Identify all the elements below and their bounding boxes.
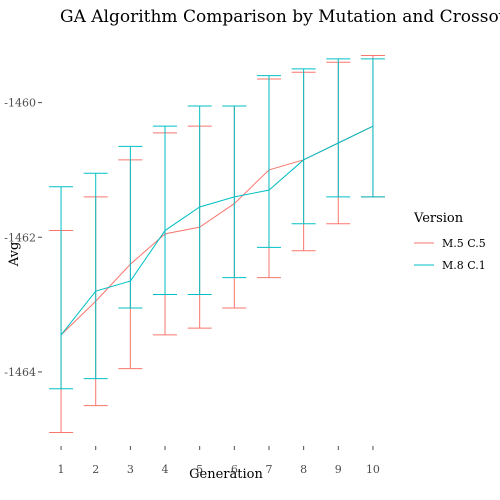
x-axis: 1 2 3 4 5 6 7 8 9 10 — [58, 446, 380, 476]
x-tick-label: 4 — [162, 463, 169, 476]
x-tick-label: 7 — [265, 463, 272, 476]
y-axis: -1464 -1462 -1460 — [4, 97, 42, 379]
series-line — [60, 125, 374, 336]
legend-title: Version — [413, 211, 464, 226]
series-line — [60, 125, 374, 336]
x-tick-label: 3 — [127, 463, 134, 476]
chart-title: GA Algorithm Comparison by Mutation and … — [60, 7, 500, 27]
legend-label: M.5 C.5 — [442, 237, 486, 250]
x-tick-label: 1 — [58, 463, 65, 476]
x-tick-label: 8 — [300, 463, 307, 476]
x-tick-label: 2 — [92, 463, 99, 476]
plot-area — [49, 54, 385, 434]
x-axis-label: Generation — [189, 467, 263, 482]
series-1 — [49, 58, 385, 390]
legend-label: M.8 C.1 — [442, 259, 486, 272]
legend: Version M.5 C.5 M.8 C.1 — [413, 211, 486, 272]
x-tick-label: 9 — [335, 463, 342, 476]
x-tick-label: 5 — [196, 463, 203, 476]
y-axis-label: Avg — [7, 242, 22, 268]
y-tick-label: -1462 — [4, 231, 36, 244]
y-tick-label: -1460 — [4, 97, 36, 110]
series-0 — [49, 54, 385, 434]
x-tick-label: 6 — [231, 463, 238, 476]
x-tick-label: 10 — [366, 463, 380, 476]
y-tick-label: -1464 — [4, 366, 36, 379]
